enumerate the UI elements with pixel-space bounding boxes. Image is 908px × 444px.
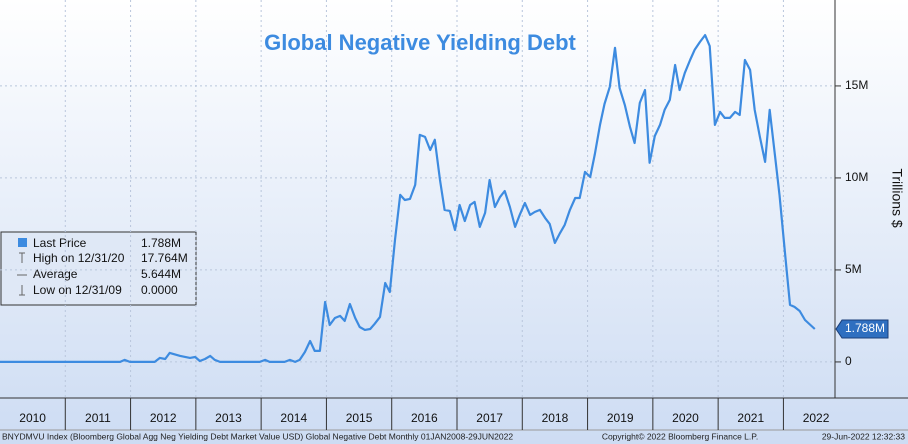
legend-icons [17,252,27,296]
legend-label: Average [33,267,78,281]
y-tick-label: 0 [845,354,852,368]
x-tick-label: 2019 [607,411,634,425]
x-tick-label: 2020 [672,411,699,425]
x-tick-label: 2018 [542,411,569,425]
footer-right: 29-Jun-2022 12:32:33 [822,431,905,441]
legend-value: 5.644M [141,267,181,281]
legend-swatch [18,238,27,247]
y-tick-label: 5M [845,262,862,276]
x-tick-label: 2011 [85,411,111,425]
last-value-label: 1.788M [845,321,885,335]
footer-left: BNYDMVU Index (Bloomberg Global Agg Neg … [2,431,513,441]
y-tick-label: 10M [845,170,868,184]
legend: Last Price 1.788M High on 12/31/20 17.76… [0,231,197,306]
legend-label: High on 12/31/20 [33,251,125,265]
x-tick-label: 2017 [476,411,503,425]
legend-label: Last Price [33,236,87,250]
line-series [0,34,816,363]
x-tick-label: 2021 [737,411,764,425]
legend-value: 1.788M [141,236,181,250]
x-tick-label: 2012 [150,411,177,425]
x-tick-label: 2022 [803,411,830,425]
legend-box [0,231,197,306]
legend-label: Low on 12/31/09 [33,283,122,297]
legend-value: 17.764M [141,251,188,265]
x-tick-label: 2016 [411,411,438,425]
last-value-tag [835,319,889,339]
y-axis-label: Trillions $ [889,168,905,228]
x-tick-label: 2013 [215,411,242,425]
y-tick-label: 15M [845,78,868,92]
footer-center: Copyright© 2022 Bloomberg Finance L.P. [602,431,758,441]
chart-title: Global Negative Yielding Debt [264,30,576,55]
legend-value: 0.0000 [141,283,178,297]
x-tick-label: 2010 [19,411,46,425]
x-tick-label: 2015 [346,411,373,425]
x-tick-label: 2014 [280,411,307,425]
